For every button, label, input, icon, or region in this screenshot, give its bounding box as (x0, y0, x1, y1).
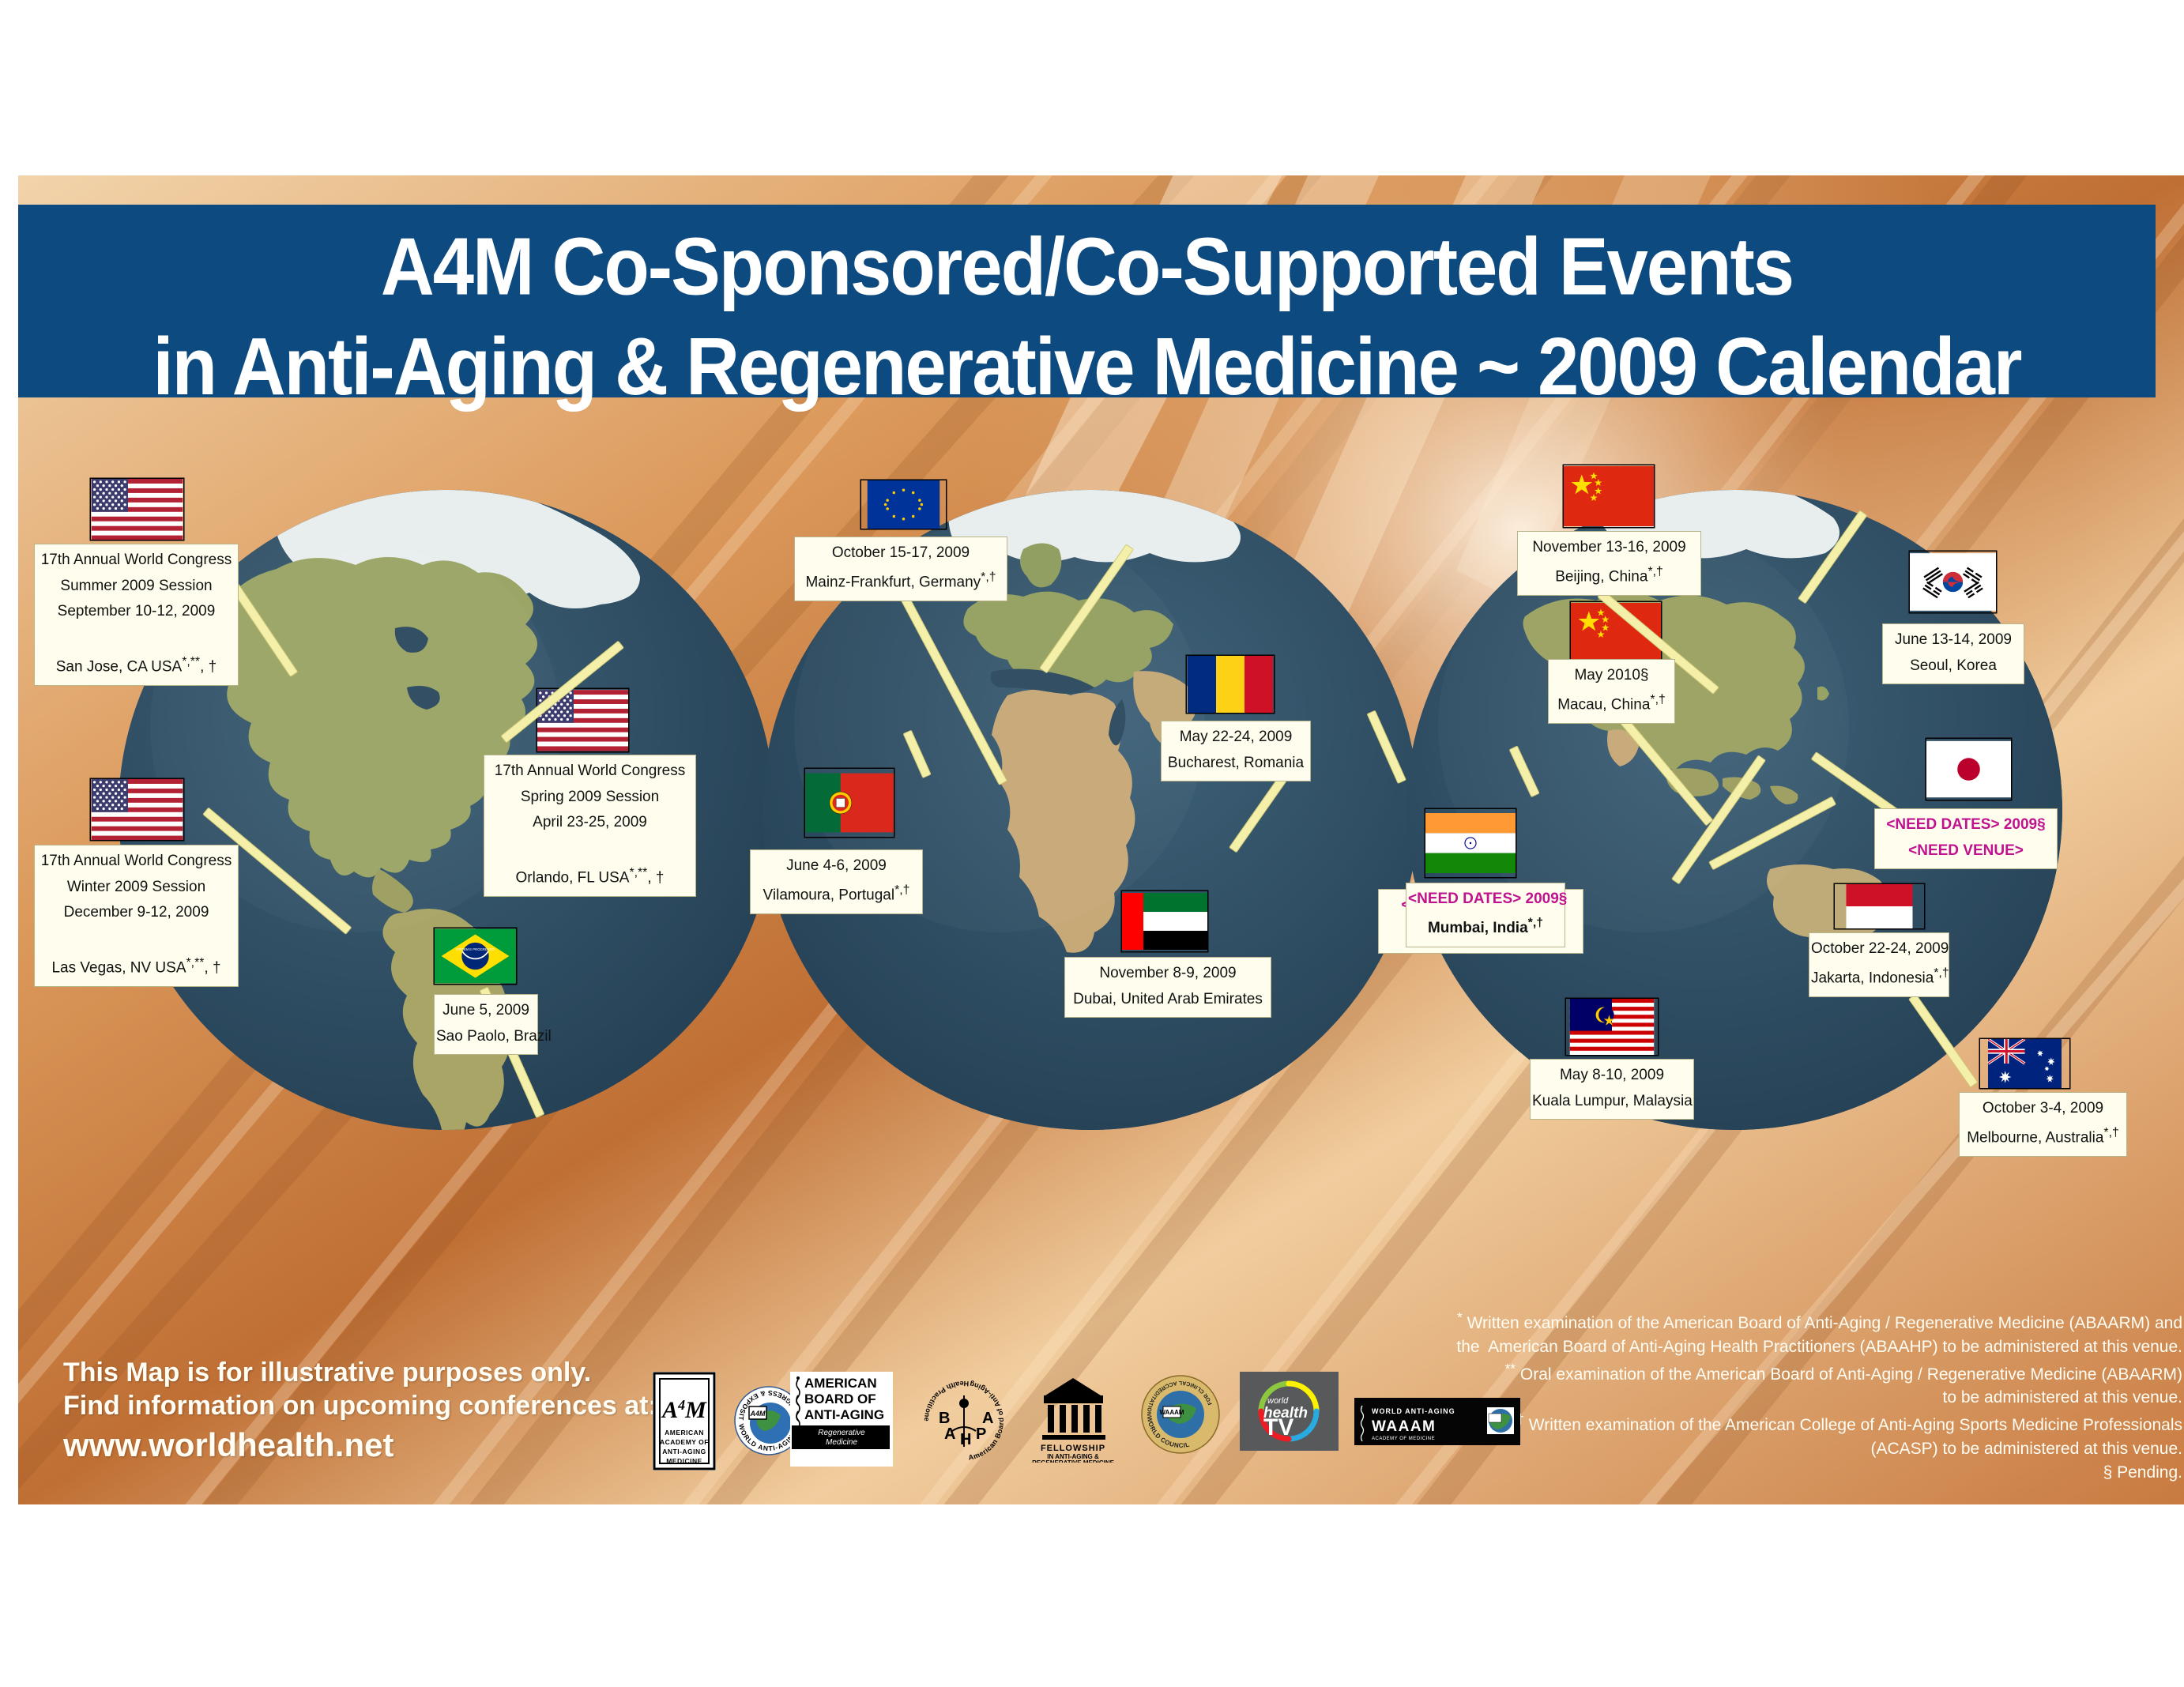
svg-text:REGENERATIVE MEDICINE: REGENERATIVE MEDICINE (1032, 1459, 1115, 1463)
svg-text:ANTI-AGING: ANTI-AGING (662, 1448, 706, 1455)
svg-text:A: A (982, 1410, 993, 1427)
svg-text:ACADEMY OF MEDICINE: ACADEMY OF MEDICINE (1372, 1437, 1435, 1441)
svg-text:ANTI-AGING: ANTI-AGING (804, 1407, 884, 1422)
svg-text:A: A (944, 1425, 955, 1443)
svg-text:WAAAM: WAAAM (1372, 1418, 1436, 1435)
svg-text:BOARD OF: BOARD OF (804, 1391, 876, 1406)
svg-text:WAAAM: WAAAM (1159, 1409, 1184, 1416)
svg-text:FELLOWSHIP: FELLOWSHIP (1041, 1444, 1105, 1453)
svg-text:H: H (960, 1431, 971, 1448)
svg-text:ACADEMY OF: ACADEMY OF (660, 1438, 709, 1446)
svg-text:AMERICAN: AMERICAN (665, 1429, 704, 1437)
svg-text:MEDICINE: MEDICINE (666, 1457, 702, 1465)
svg-text:WORLD ANTI-AGING: WORLD ANTI-AGING (1372, 1407, 1455, 1415)
svg-text:P: P (976, 1425, 986, 1443)
svg-text:Medicine: Medicine (826, 1438, 857, 1447)
svg-text:Regenerative: Regenerative (818, 1429, 865, 1437)
svg-text:A4M: A4M (661, 1397, 707, 1423)
svg-text:A4M: A4M (749, 1410, 766, 1418)
svg-text:B: B (939, 1410, 950, 1427)
svg-text:AMERICAN: AMERICAN (804, 1376, 877, 1391)
